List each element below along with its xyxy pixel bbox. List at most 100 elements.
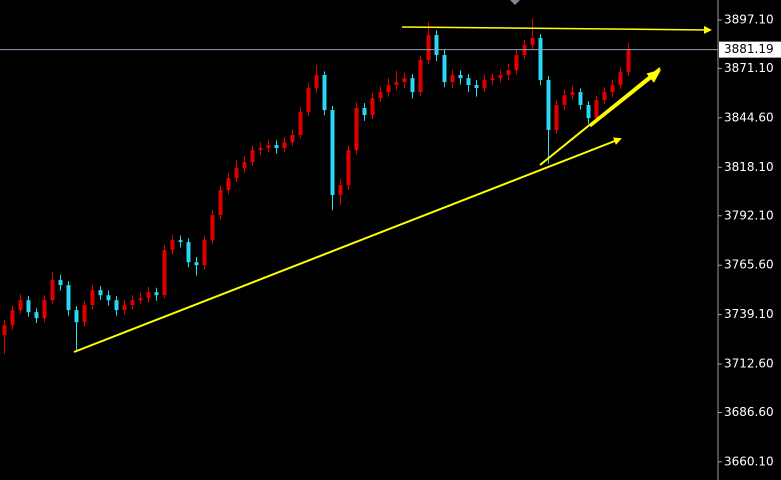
candle-body (186, 242, 191, 263)
candle-body (482, 80, 487, 89)
candle-body (386, 85, 391, 93)
y-axis: 3897.10 3871.10 3844.60 3818.10 3792.10 3765.… (718, 12, 774, 468)
candle-body (402, 78, 407, 83)
candle-body (154, 292, 159, 296)
candle-body (346, 150, 351, 186)
candle-body (194, 262, 199, 266)
drawings (73, 25, 712, 353)
candle-body (586, 104, 591, 119)
candle-body (562, 95, 567, 105)
candle-body (570, 92, 575, 96)
candle-body (594, 100, 599, 119)
y-tick-label: 3686.60 (724, 405, 774, 419)
y-tick-label: 3739.10 (724, 307, 774, 321)
candle-body (18, 300, 23, 311)
y-tick-label: 3765.60 (724, 258, 774, 272)
y-tick-label: 3712.60 (724, 357, 774, 371)
candle-body (42, 300, 47, 319)
candle-body (202, 240, 207, 266)
candle-body (338, 185, 343, 196)
candle-body (218, 190, 223, 216)
candle-body (530, 38, 535, 45)
candle-body (370, 98, 375, 116)
candle-body (146, 292, 151, 299)
candle-body (410, 78, 415, 93)
candle-body (242, 162, 247, 169)
candle-body (394, 82, 399, 86)
candle-body (114, 300, 119, 311)
candle-body (458, 74, 463, 79)
candle-body (602, 92, 607, 101)
last-price: 3881.19 (0, 41, 781, 58)
candle-body (226, 178, 231, 191)
candle-body (578, 92, 583, 105)
candle-body (266, 145, 271, 149)
candle-body (50, 280, 55, 301)
candle-body (426, 35, 431, 61)
last-price-label: 3881.19 (724, 42, 774, 56)
candle-body (546, 80, 551, 130)
candle-body (354, 107, 359, 151)
candle-body (250, 150, 255, 163)
candle-body (474, 85, 479, 89)
candle-body (26, 300, 31, 313)
trend-arrow (589, 69, 662, 128)
candle-body (434, 35, 439, 56)
candle-body (106, 295, 111, 301)
candle-body (362, 107, 367, 116)
candle-body (258, 148, 263, 151)
candle-body (506, 70, 511, 75)
y-tick-label: 3897.10 (724, 12, 774, 26)
candles (2, 18, 631, 354)
candle-body (274, 145, 279, 149)
y-tick-label: 3844.60 (724, 110, 774, 124)
candle-body (82, 305, 87, 323)
candle-body (74, 310, 79, 323)
candle-body (210, 215, 215, 241)
candle-body (490, 78, 495, 80)
candle-body (626, 49, 631, 72)
candle-body (234, 168, 239, 179)
candle-body (162, 250, 167, 296)
y-tick-label: 3818.10 (724, 160, 774, 174)
candle-body (122, 305, 127, 311)
candle-body (290, 135, 295, 143)
trend-line (73, 137, 622, 353)
candle-body (34, 312, 39, 319)
candle-body (2, 325, 7, 336)
candle-body (306, 88, 311, 113)
candle-body (466, 78, 471, 86)
candle-body (618, 71, 623, 86)
candle-body (538, 38, 543, 80)
candle-body (298, 112, 303, 136)
candle-body (322, 74, 327, 111)
candle-body (450, 74, 455, 83)
candle-body (418, 60, 423, 93)
candle-body (58, 280, 63, 286)
y-tick-label: 3660.10 (724, 454, 774, 468)
candle-body (66, 285, 71, 311)
candle-body (498, 74, 503, 79)
y-tick-label: 3792.10 (724, 208, 774, 222)
y-tick-label: 3871.10 (724, 61, 774, 75)
candle-body (98, 290, 103, 296)
candle-body (138, 298, 143, 301)
scroll-marker (510, 0, 520, 5)
candle-body (554, 104, 559, 130)
candle-body (130, 300, 135, 306)
candle-body (10, 310, 15, 326)
candle-body (378, 92, 383, 99)
candle-body (514, 55, 519, 71)
candle-body (442, 55, 447, 83)
candle-body (330, 110, 335, 196)
candle-body (610, 85, 615, 93)
candle-body (90, 290, 95, 306)
candle-body (178, 240, 183, 243)
candle-body (170, 240, 175, 251)
candle-body (314, 74, 319, 89)
candle-body (282, 142, 287, 149)
resistance-line (401, 25, 712, 34)
last-price-box (719, 41, 781, 58)
